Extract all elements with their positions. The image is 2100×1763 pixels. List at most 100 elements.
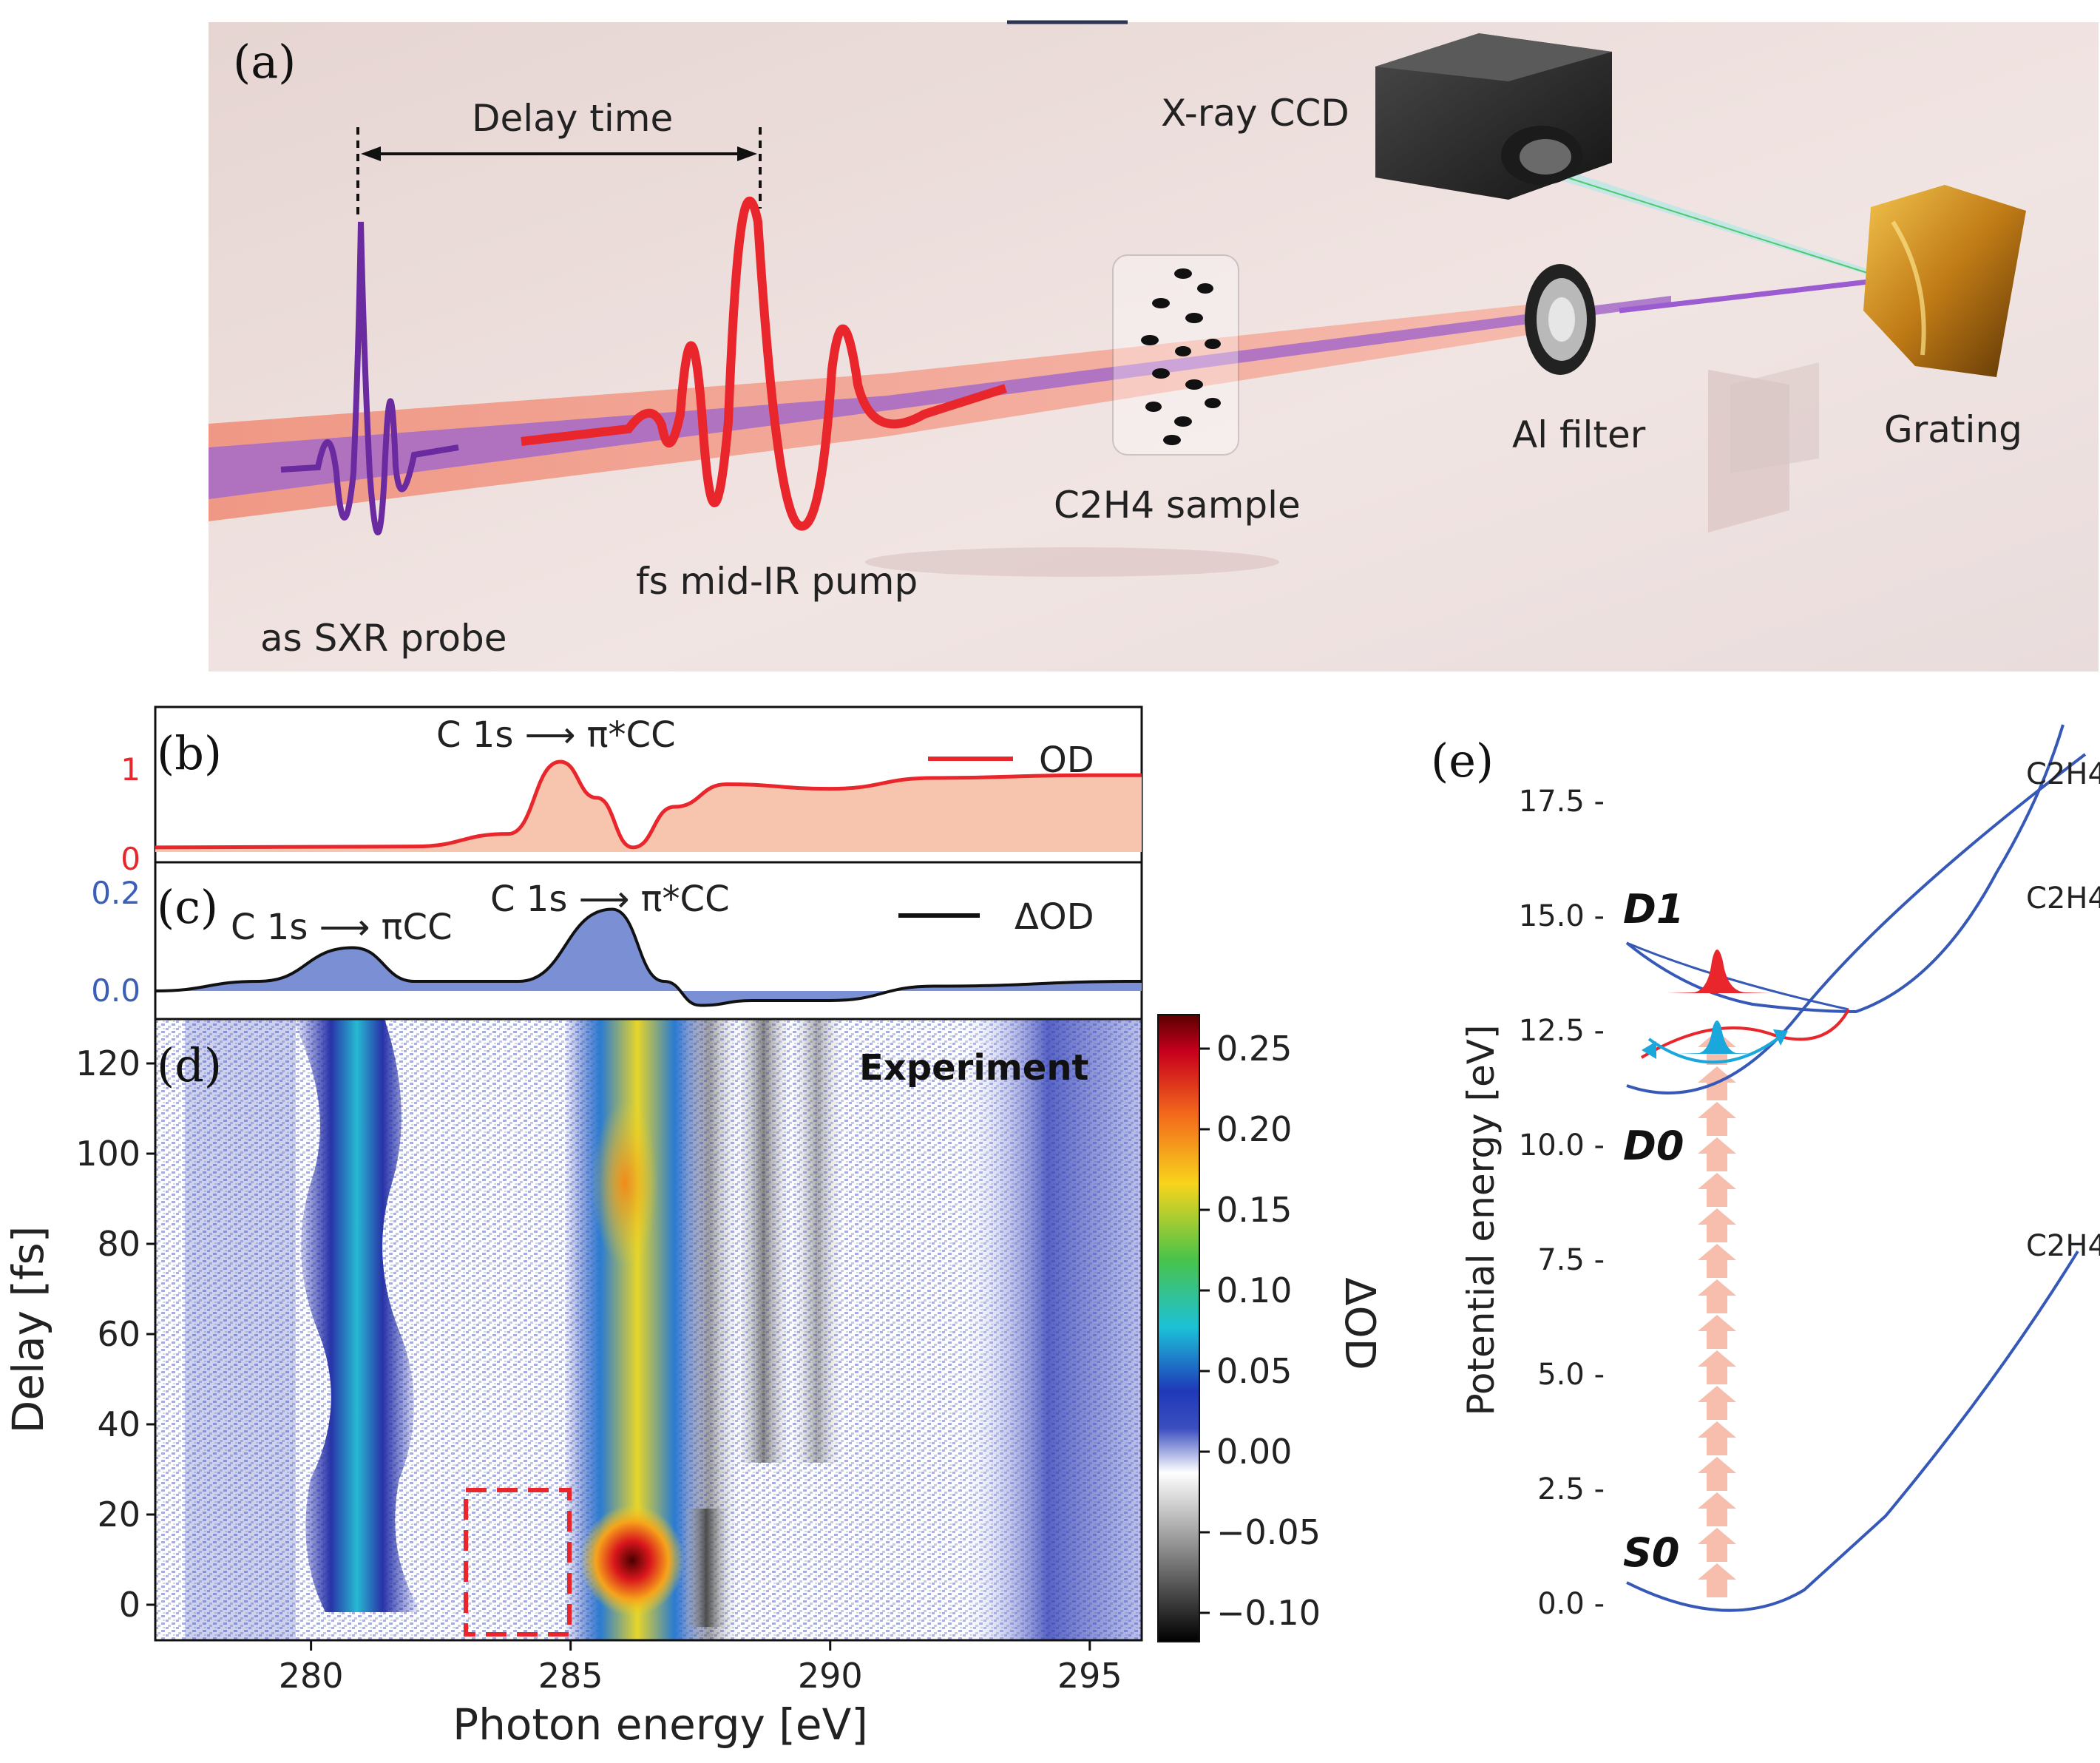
curve-s0 bbox=[1626, 1250, 2079, 1612]
probe-label: as SXR probe bbox=[260, 617, 507, 660]
panel-e-label: (e) bbox=[1431, 734, 1494, 788]
panel-d-label: (d) bbox=[157, 1038, 222, 1092]
dod-line bbox=[155, 907, 1142, 1007]
pump-photon-arrows bbox=[1698, 1031, 1736, 1597]
panel-c: (c) C 1s ⟶ πCC C 1s ⟶ π*CC ΔOD 0.2 0.0 bbox=[91, 861, 1143, 1021]
bleach-band-2 bbox=[736, 1019, 791, 1463]
heatmap-ytick-label: 60 bbox=[97, 1314, 140, 1354]
od-area bbox=[155, 762, 1142, 852]
heatmap-xtick-label: 285 bbox=[538, 1656, 603, 1696]
delay-arrow bbox=[361, 146, 757, 161]
panel-e: (e) 17.5 - 15.0 - 12.5 - 10.0 - 7.5 - 5.0 - 2.… bbox=[1431, 724, 2100, 1621]
heatmap-ytick-label: 120 bbox=[75, 1043, 140, 1083]
cyan-trajectory bbox=[1647, 1034, 1784, 1064]
panel-a-label: (a) bbox=[233, 35, 296, 89]
panel-b: (b) C 1s ⟶ π*CC OD 1 0 bbox=[121, 705, 1143, 877]
xray-ccd-icon bbox=[1375, 33, 1612, 200]
highlight-box bbox=[464, 1488, 572, 1637]
pump-arrow bbox=[1698, 1208, 1736, 1242]
state-d0: D0 bbox=[1623, 1123, 1684, 1169]
colorbar bbox=[1157, 1014, 1200, 1642]
al-filter-label: Al filter bbox=[1512, 413, 1646, 456]
panel-b-label: (b) bbox=[157, 726, 222, 780]
curve-label-d0: C2H4+ bbox=[2026, 882, 2100, 916]
heatmap-x-axis: 280 285 290 295 bbox=[279, 1640, 1122, 1696]
wavepacket-d0 bbox=[1679, 1021, 1756, 1054]
panel-a: (a) Delay time X-ray CCD Grating Al filt… bbox=[209, 20, 2099, 671]
potential-y-axis: 17.5 - 15.0 - 12.5 - 10.0 - 7.5 - 5.0 - 2.5 - 0… bbox=[1519, 785, 1605, 1621]
dod-area bbox=[155, 909, 1142, 1006]
grating-shadow bbox=[1730, 362, 1819, 473]
colorbar-tick-label: −0.05 bbox=[1216, 1512, 1321, 1552]
heatmap-ytick-label: 40 bbox=[97, 1404, 140, 1444]
pump-arrow bbox=[1698, 1244, 1736, 1278]
potential-ytick-label: 5.0 - bbox=[1537, 1358, 1605, 1392]
pump-arrow bbox=[1698, 1563, 1736, 1597]
dod-legend-label: ΔOD bbox=[1015, 896, 1094, 938]
xray-ccd-label: X-ray CCD bbox=[1161, 92, 1349, 135]
hotspot bbox=[580, 1505, 684, 1616]
floor-shadow bbox=[865, 547, 1279, 577]
pump-arrow bbox=[1698, 1528, 1736, 1562]
sample-label: C2H4 sample bbox=[1054, 484, 1301, 527]
colorbar-tick-label: 0.20 bbox=[1216, 1109, 1292, 1149]
dod-annotation-left: C 1s ⟶ πCC bbox=[231, 907, 453, 948]
curve-d0 bbox=[1626, 753, 2087, 1094]
sxr-beam bbox=[209, 296, 1671, 499]
ir-pump-pulse bbox=[521, 196, 1007, 531]
heatmap-ylabel: Delay [fs] bbox=[3, 1226, 53, 1434]
heatmap-ytick-label: 100 bbox=[75, 1134, 140, 1174]
colorbar-tick-label: 0.10 bbox=[1216, 1270, 1292, 1310]
od-ytick-0: 0 bbox=[121, 841, 140, 877]
pump-arrow bbox=[1698, 1137, 1736, 1171]
od-legend-label: OD bbox=[1039, 740, 1094, 781]
heatmap-right-background bbox=[954, 1019, 1142, 1640]
pump-arrow bbox=[1698, 1173, 1736, 1207]
pump-arrow bbox=[1698, 1350, 1736, 1384]
dod-ytick-00: 0.0 bbox=[91, 972, 140, 1009]
heatmap-xtick-label: 290 bbox=[798, 1656, 863, 1696]
panel-c-label: (c) bbox=[157, 880, 218, 934]
heatmap-xtick-label: 280 bbox=[279, 1656, 344, 1696]
dispersed-green-line bbox=[1515, 160, 1894, 282]
panel-c-frame bbox=[154, 861, 1143, 1021]
pump-arrow bbox=[1698, 1102, 1736, 1136]
sxr-probe-pulse bbox=[280, 221, 459, 535]
colorbar-tick-label: 0.25 bbox=[1216, 1029, 1292, 1069]
pump-arrow bbox=[1698, 1421, 1736, 1455]
pump-arrow bbox=[1698, 1457, 1736, 1491]
dod-annotation-right: C 1s ⟶ π*CC bbox=[490, 879, 730, 920]
od-ytick-1: 1 bbox=[121, 751, 140, 788]
panel-d: (d) Experiment 120 100 80 60 40 20 0 280 285 290… bbox=[3, 1014, 1383, 1750]
heatmap-ytick-label: 20 bbox=[97, 1495, 140, 1534]
red-trajectory bbox=[1640, 1009, 1850, 1059]
colorbar-tick-label: 0.05 bbox=[1216, 1351, 1292, 1391]
pump-arrow bbox=[1698, 1315, 1736, 1349]
bleach-spot bbox=[684, 1509, 728, 1627]
heatmap-y-axis: 120 100 80 60 40 20 0 bbox=[75, 1043, 155, 1625]
cyan-arrow-left bbox=[1642, 1041, 1656, 1059]
potential-ytick-label: 10.0 - bbox=[1519, 1128, 1605, 1163]
wavepacket-d1 bbox=[1667, 950, 1771, 993]
colorbar-tick-label: 0.15 bbox=[1216, 1190, 1292, 1230]
heatmap-frame bbox=[154, 1018, 1143, 1642]
od-line bbox=[155, 759, 1142, 850]
colorbar-tick-label: −0.10 bbox=[1216, 1593, 1321, 1633]
potential-ytick-label: 2.5 - bbox=[1537, 1472, 1605, 1506]
od-annotation: C 1s ⟶ π*CC bbox=[436, 714, 676, 756]
state-s0: S0 bbox=[1623, 1529, 1679, 1576]
band-pi-cc bbox=[292, 1019, 421, 1612]
al-filter-icon bbox=[1525, 264, 1596, 375]
cyan-arrow-right bbox=[1773, 1029, 1788, 1046]
grating-label: Grating bbox=[1884, 408, 2022, 451]
heatmap-xtick-label: 295 bbox=[1057, 1656, 1122, 1696]
potential-ytick-label: 7.5 - bbox=[1537, 1243, 1605, 1277]
bleach-band-3 bbox=[791, 1019, 843, 1463]
sample-cylinder-icon bbox=[1112, 254, 1239, 456]
potential-ytick-label: 17.5 - bbox=[1519, 785, 1605, 819]
colorbar-tick-label: 0.00 bbox=[1216, 1432, 1292, 1472]
curve-d1 bbox=[1625, 724, 2065, 1014]
potential-ytick-label: 15.0 - bbox=[1519, 899, 1605, 933]
heatmap-ytick-label: 80 bbox=[97, 1224, 140, 1264]
